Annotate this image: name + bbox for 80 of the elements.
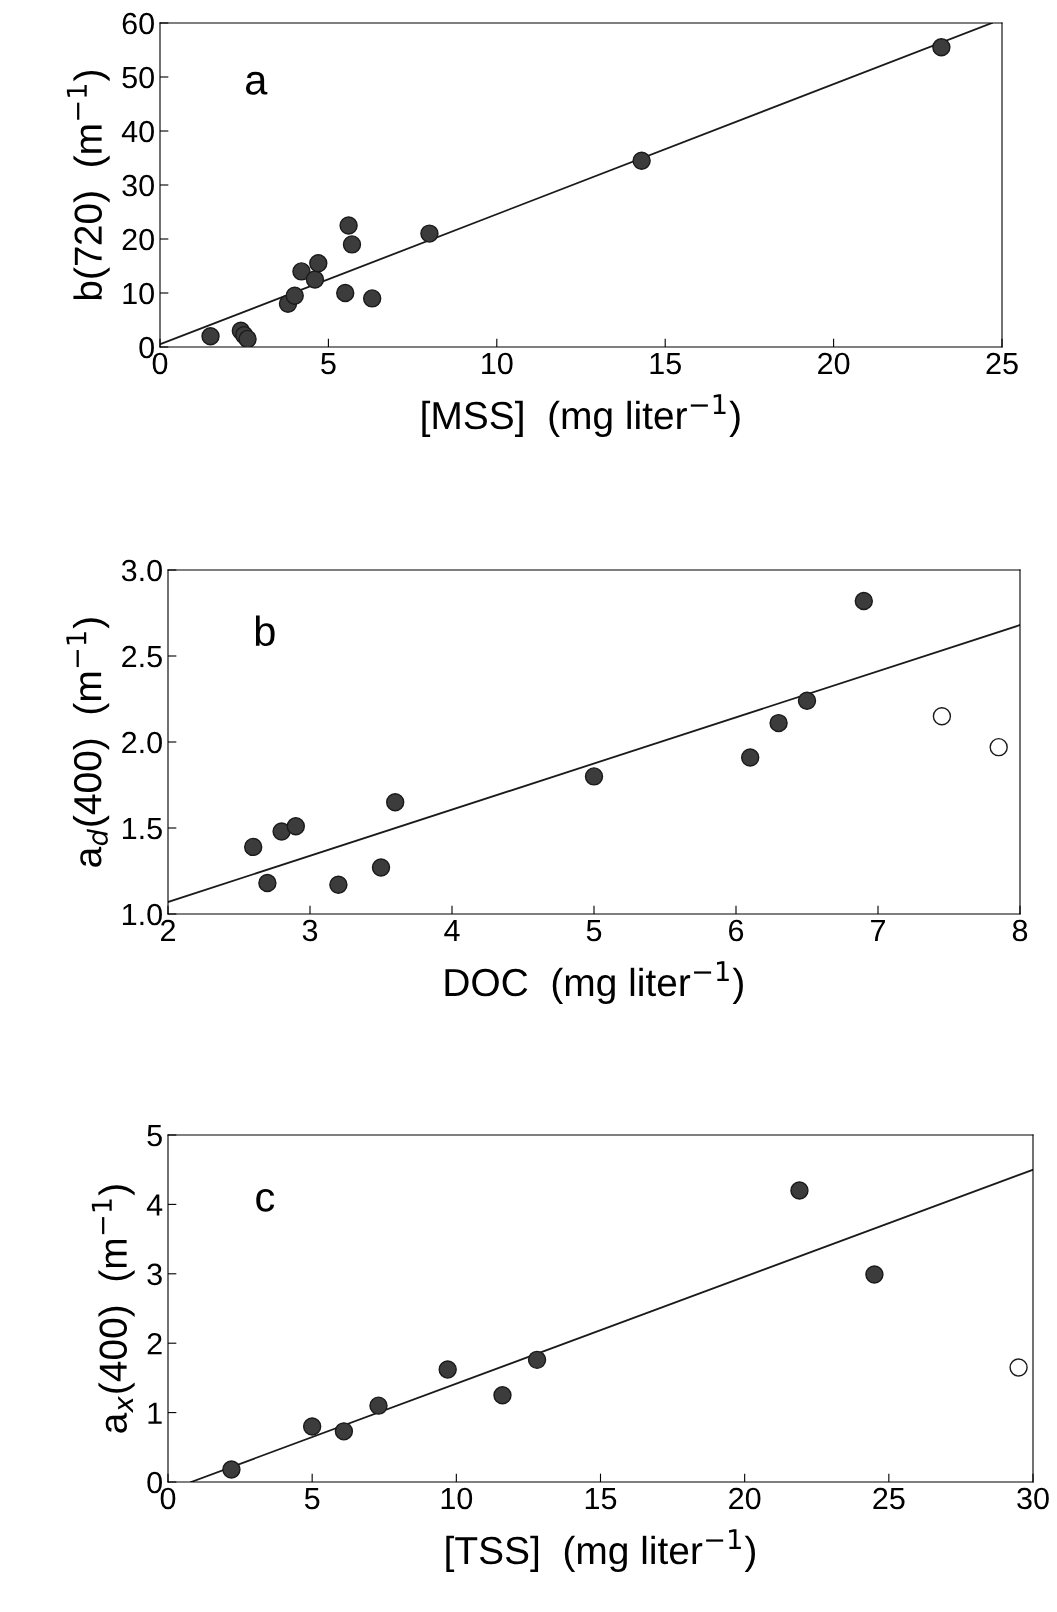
point [258,873,277,893]
point [385,792,405,812]
point [272,822,291,841]
y-tick-label: 2.0 [122,731,162,754]
x-tick-label: 8 [1012,919,1028,942]
point [302,1417,322,1436]
point [201,326,220,346]
x-tick-label: 5 [304,1487,320,1510]
point [989,737,1008,757]
point [305,270,325,289]
x-tick-label: 15 [585,1487,617,1510]
point [329,875,348,894]
x-tick-label: 6 [729,919,744,942]
y-tick-label: 30 [122,174,154,197]
point [362,289,382,308]
y-tick-label: 20 [122,228,154,251]
y-tick-label: 50 [122,66,154,89]
y-axis-title: a$_{d}$(400) (m$^{−1}$) [66,618,110,867]
x-tick-label: 25 [873,1487,905,1510]
point [243,837,263,857]
annotation: a [245,71,268,95]
y-tick-label: 3.0 [121,559,162,582]
point [790,1181,809,1200]
y-axis-title: b(720) (m$^{−1}$) [66,70,110,300]
annotation: b [255,615,275,647]
y-tick-label: 1 [148,1402,162,1424]
point [286,817,306,836]
x-tick-label: 5 [321,352,336,375]
y-tick-label: 3 [147,1263,162,1286]
point [527,1350,547,1370]
point [309,254,328,273]
point [420,224,439,243]
point [339,216,358,235]
y-tick-label: 4 [146,1194,163,1216]
y-tick-label: 0 [147,1471,162,1494]
point [371,858,391,877]
point [369,1396,388,1415]
point [584,767,604,786]
y-tick-label: 2.5 [122,645,162,668]
x-axis-title: [MSS] (mg liter$^{−1}$) [422,394,740,438]
y-tick-label: 1.5 [123,818,162,840]
point [740,748,760,767]
point [769,713,788,733]
y-tick-label: 60 [122,12,154,35]
point [438,1360,457,1379]
point [854,591,874,611]
point [336,283,355,303]
y-tick-label: 0 [139,336,154,359]
x-tick-label: 15 [650,352,681,375]
x-tick-label: 10 [441,1487,473,1510]
point [334,1422,354,1441]
point [632,151,651,170]
y-tick-label: 5 [147,1125,162,1147]
x-tick-label: 30 [1017,1487,1049,1510]
point [342,235,362,254]
point [222,1460,241,1479]
y-tick-label: 10 [123,282,154,305]
point [797,691,817,710]
x-axis-title: [TSS] (mg liter$^{−1}$) [446,1529,755,1573]
x-tick-label: 5 [586,919,602,942]
annotation: c [256,1188,275,1212]
point [285,286,304,305]
x-axis-title: DOC (mg liter$^{−1}$) [445,961,743,1005]
y-tick-label: 2 [147,1332,162,1355]
x-tick-label: 7 [871,919,885,941]
x-tick-label: 20 [729,1487,761,1510]
point [932,38,951,57]
point [493,1386,512,1405]
y-axis-title: a$_{x}$(400) (m$^{−1}$) [91,1185,135,1433]
x-tick-label: 10 [482,352,513,375]
y-tick-label: 40 [121,120,154,143]
point [932,706,952,726]
x-tick-label: 4 [444,919,460,941]
point [292,262,311,281]
x-tick-label: 3 [302,919,318,942]
x-tick-label: 20 [818,352,850,375]
y-tick-label: 1.0 [123,903,162,926]
point [1009,1358,1028,1377]
point [865,1265,884,1284]
x-tick-label: 25 [986,352,1018,375]
